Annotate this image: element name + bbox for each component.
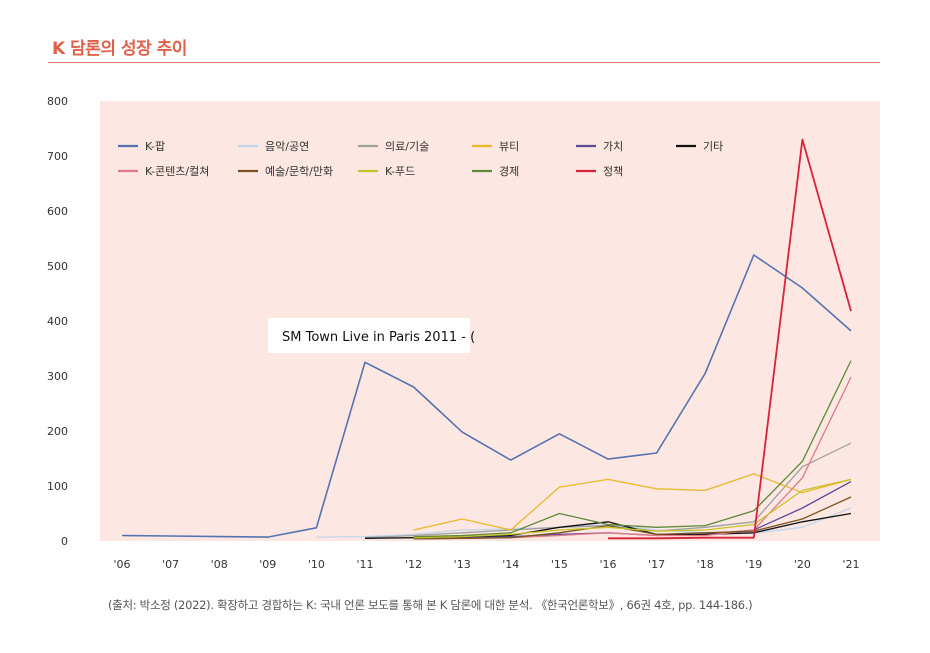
legend-label: 가치 (603, 140, 623, 153)
y-tick-label: 500 (47, 260, 68, 273)
y-tick-label: 800 (47, 95, 68, 108)
y-tick-label: 600 (47, 205, 68, 218)
series-line (413, 360, 852, 538)
x-tick-label: '08 (211, 558, 228, 571)
series-line (608, 138, 852, 540)
plot-background (100, 101, 880, 541)
title-divider (48, 62, 880, 63)
y-tick-label: 300 (47, 370, 68, 383)
legend-label: 예술/문학/만화 (265, 165, 333, 178)
legend-label: 정책 (603, 165, 623, 178)
x-tick-label: '16 (599, 558, 616, 571)
hover-tooltip: SM Town Live in Paris 2011 - ( (268, 318, 475, 353)
legend-label: 뷰티 (499, 140, 519, 153)
x-tick-label: '13 (454, 558, 471, 571)
y-tick-label: 200 (47, 425, 68, 438)
legend-label: K-콘텐츠/컬쳐 (145, 165, 209, 178)
legend-label: K-푸드 (385, 165, 415, 178)
x-tick-label: '18 (697, 558, 714, 571)
x-tick-label: '14 (502, 558, 519, 571)
series-lines (121, 138, 852, 540)
x-tick-label: '17 (648, 558, 665, 571)
x-tick-label: '07 (162, 558, 179, 571)
y-tick-label: 700 (47, 150, 68, 163)
line-chart: 0 100 200 300 400 500 600 700 800 '06 '07 '08 '09 '1… (47, 95, 880, 571)
legend-label: 기타 (703, 140, 723, 153)
x-tick-label: '19 (745, 558, 762, 571)
y-tick-label: 400 (47, 315, 68, 328)
y-tick-label: 100 (47, 480, 68, 493)
x-tick-label: '20 (794, 558, 811, 571)
x-tick-label: '15 (551, 558, 568, 571)
tooltip-box (268, 318, 470, 353)
x-tick-label: '12 (405, 558, 422, 571)
series-line (413, 478, 852, 539)
source-note: (출처: 박소정 (2022). 확장하고 경합하는 K: 국내 언론 보도를 … (108, 598, 753, 612)
legend: K-팝 음악/공연 의료/기술 뷰티 가치 기타 K-콘텐츠/컬쳐 예술/문학/만화 K-푸드 경… (118, 140, 723, 178)
series-line (413, 496, 852, 540)
x-tick-label: '06 (113, 558, 130, 571)
series-line (121, 254, 852, 538)
legend-label: 경제 (499, 165, 519, 178)
x-tick-label: '21 (842, 558, 859, 571)
x-tick-label: '09 (259, 558, 276, 571)
x-axis-ticks: '06 '07 '08 '09 '10 '11 '12 '13 '14 '15 '16 '17 '18 '… (113, 558, 859, 571)
legend-label: K-팝 (145, 140, 165, 153)
y-tick-label: 0 (61, 535, 68, 548)
y-axis-ticks: 0 100 200 300 400 500 600 700 800 (47, 95, 68, 548)
tooltip-text: SM Town Live in Paris 2011 - ( (282, 330, 475, 345)
legend-label: 의료/기술 (385, 140, 429, 153)
x-tick-label: '10 (308, 558, 325, 571)
series-line (413, 473, 852, 531)
page-title: K 담론의 성장 추이 (52, 39, 187, 59)
legend-label: 음악/공연 (265, 140, 309, 153)
x-tick-label: '11 (356, 558, 373, 571)
